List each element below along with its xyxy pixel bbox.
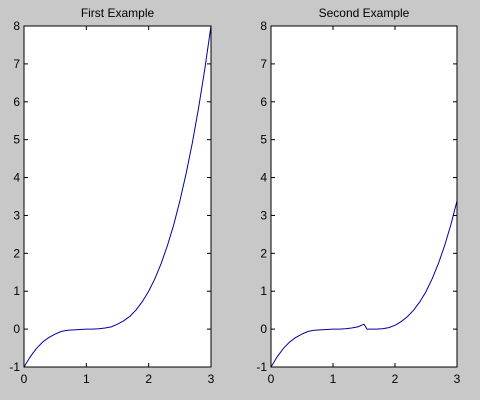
axes-frame — [270, 25, 458, 368]
y-tick-label: 3 — [13, 208, 20, 222]
y-tick-label: 0 — [13, 322, 20, 336]
y-tick-label: 3 — [260, 208, 267, 222]
y-tick-label: -1 — [256, 360, 267, 374]
y-tick-label: 6 — [260, 95, 267, 109]
chart-title: Second Example — [319, 6, 410, 20]
chart-title: First Example — [81, 6, 155, 20]
y-tick-label: 8 — [260, 19, 267, 33]
y-tick-label: -1 — [9, 360, 20, 374]
y-tick-label: 4 — [260, 171, 267, 185]
y-tick-label: 2 — [260, 246, 267, 260]
y-tick-label: 1 — [13, 284, 20, 298]
y-tick-label: 1 — [260, 284, 267, 298]
series-line-1 — [270, 200, 458, 368]
y-tick-label: 2 — [13, 246, 20, 260]
x-tick-label: 2 — [392, 372, 399, 386]
x-tick-label: 3 — [454, 372, 461, 386]
x-tick-label: 1 — [83, 372, 90, 386]
y-tick-label: 8 — [13, 19, 20, 33]
plot-area — [271, 26, 457, 367]
x-tick-label: 3 — [208, 372, 215, 386]
plot-area — [24, 26, 211, 367]
series-line-1 — [23, 25, 212, 368]
y-tick-label: 6 — [13, 95, 20, 109]
y-tick-label: 5 — [13, 133, 20, 147]
x-tick-label: 1 — [330, 372, 337, 386]
y-tick-label: 7 — [13, 57, 20, 71]
y-tick-label: 7 — [260, 57, 267, 71]
y-tick-label: 4 — [13, 171, 20, 185]
axes-frame — [23, 25, 212, 368]
x-tick-label: 0 — [21, 372, 28, 386]
y-tick-label: 0 — [260, 322, 267, 336]
x-tick-label: 0 — [268, 372, 275, 386]
x-tick-label: 2 — [145, 372, 152, 386]
y-tick-label: 5 — [260, 133, 267, 147]
